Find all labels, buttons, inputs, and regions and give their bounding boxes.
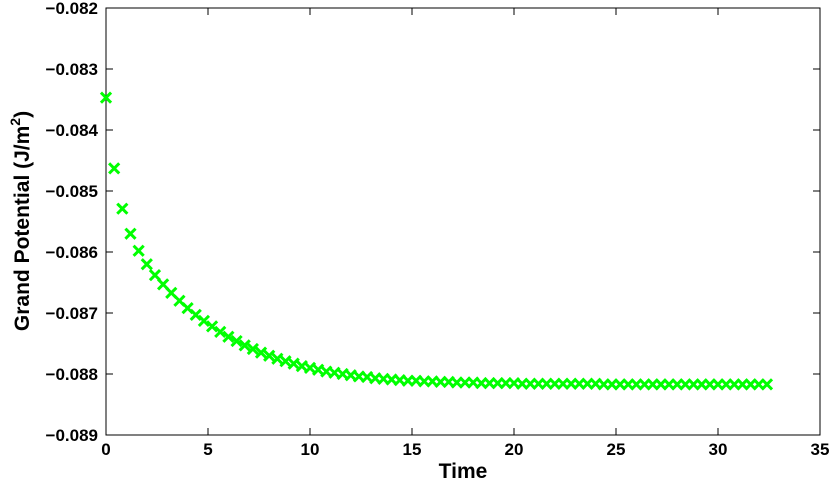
x-axis-title: Time [439, 460, 488, 483]
data-point [646, 378, 659, 391]
y-axis-title-superscript: 2 [7, 118, 23, 126]
data-point [720, 378, 733, 391]
data-point [254, 346, 268, 359]
data-point [630, 378, 643, 391]
data-point [279, 355, 292, 368]
data-point [214, 325, 227, 339]
y-axis-title: Grand Potential (J/m2) [7, 111, 34, 331]
x-tick-label: 0 [101, 440, 110, 459]
data-point [287, 357, 300, 370]
data-point [499, 377, 512, 390]
y-tick-label: −0.088 [46, 365, 98, 384]
data-point [760, 378, 774, 391]
data-point [728, 378, 741, 391]
y-tick-label: −0.089 [46, 426, 98, 445]
y-tick-label: −0.082 [46, 0, 98, 18]
y-tick-label: −0.085 [46, 182, 98, 201]
data-point [703, 378, 716, 391]
data-point [385, 373, 398, 386]
data-point [687, 378, 700, 391]
plot-frame [105, 7, 821, 436]
data-point [695, 378, 708, 391]
data-point [99, 91, 113, 104]
data-point [573, 377, 586, 390]
data-point [238, 339, 251, 352]
y-tick-label: −0.086 [46, 243, 98, 262]
data-point [426, 375, 439, 388]
data-point [116, 202, 129, 215]
x-tick-label: 5 [203, 440, 212, 459]
y-tick-label: −0.084 [46, 121, 99, 140]
data-point [246, 342, 260, 356]
data-point [450, 376, 464, 389]
data-point [352, 370, 366, 383]
data-point [662, 378, 676, 391]
data-point [369, 372, 382, 385]
data-point [654, 378, 668, 391]
data-point [467, 376, 480, 389]
x-tick-labels: 0 5 10 15 20 25 30 35 [101, 440, 829, 459]
x-tick-label: 10 [301, 440, 320, 459]
data-point [524, 377, 537, 390]
data-point [263, 349, 276, 362]
data-point [507, 377, 521, 390]
data-point [418, 375, 431, 388]
data-point [230, 334, 243, 348]
data-point [752, 378, 765, 391]
data-point [156, 278, 170, 291]
data-point [679, 378, 692, 391]
data-point [744, 378, 757, 391]
data-point [556, 377, 570, 390]
data-point [205, 320, 219, 333]
data-point [222, 330, 235, 343]
data-point [393, 373, 406, 387]
data-markers [99, 91, 774, 391]
data-point [564, 377, 578, 390]
x-tick-label: 25 [607, 440, 626, 459]
y-tick-labels: −0.082 −0.083 −0.084 −0.085 −0.086 −0.087 −0.0… [46, 0, 99, 445]
y-tick-label: −0.083 [46, 60, 98, 79]
data-point [475, 377, 488, 390]
data-point [442, 375, 455, 389]
data-point [409, 374, 423, 387]
axis-ticks [105, 7, 821, 436]
data-point [401, 374, 415, 387]
data-point [132, 244, 145, 257]
data-point [548, 377, 561, 390]
data-point [491, 377, 504, 390]
data-point [197, 314, 211, 328]
data-point [165, 286, 178, 299]
data-point [124, 227, 137, 240]
x-tick-label: 15 [403, 440, 422, 459]
data-point [173, 294, 186, 307]
data-point [532, 377, 545, 390]
data-point [483, 377, 496, 390]
data-point [736, 378, 749, 391]
y-axis-title-close: ) [11, 111, 34, 118]
data-point [622, 378, 635, 391]
data-point [589, 377, 602, 390]
data-point [458, 376, 472, 389]
data-point [148, 269, 162, 282]
data-point [605, 378, 619, 391]
x-tick-label: 20 [505, 440, 524, 459]
data-point [434, 375, 447, 389]
data-point [140, 258, 153, 271]
data-point [581, 377, 594, 390]
data-point [540, 377, 553, 390]
data-point [108, 162, 121, 175]
x-tick-label: 35 [811, 440, 830, 459]
data-point [613, 378, 627, 391]
data-point [377, 372, 390, 386]
data-point [638, 378, 651, 391]
y-tick-label: −0.087 [46, 304, 98, 323]
data-point [516, 377, 529, 390]
data-point [271, 352, 284, 365]
y-axis-title-main: Grand Potential (J/m [11, 126, 34, 331]
data-point [711, 378, 725, 391]
x-tick-label: 30 [709, 440, 728, 459]
data-point [671, 378, 684, 391]
data-point [597, 378, 610, 391]
